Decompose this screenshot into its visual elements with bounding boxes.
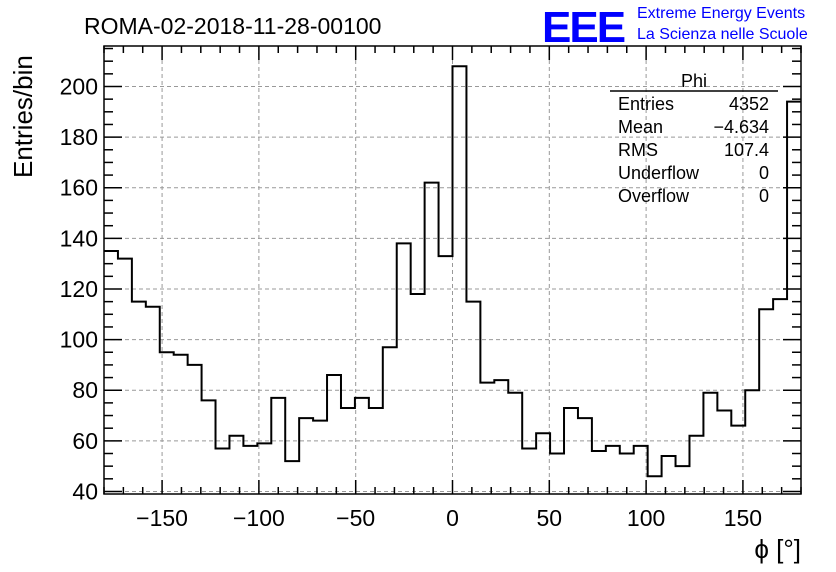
- x-tick-label: −100: [233, 505, 285, 531]
- x-tick-label: 0: [446, 505, 459, 531]
- y-tick-label: 160: [60, 175, 98, 201]
- chart-title: ROMA-02-2018-11-28-00100: [84, 13, 381, 39]
- y-tick-label: 40: [72, 478, 98, 504]
- stats-row-value: 4352: [729, 94, 769, 114]
- stats-row-label: Overflow: [618, 186, 690, 206]
- plot-area: −150 −100 −50 0 50 100 150 40 60 80 100 120 140 160 1…: [60, 45, 802, 531]
- stats-box: Phi Entries 4352 Mean −4.634 RMS 107.4 Underfl…: [610, 71, 778, 206]
- y-tick-label: 80: [72, 377, 98, 403]
- stats-row-label: Underflow: [618, 163, 700, 183]
- stats-box-title: Phi: [681, 71, 707, 91]
- logo-line-2: La Scienza nelle Scuole: [637, 26, 808, 43]
- stats-row-label: RMS: [618, 140, 658, 160]
- stats-row-value: 107.4: [724, 140, 769, 160]
- histogram-outline: [104, 65, 801, 478]
- y-tick-label: 200: [60, 73, 98, 99]
- y-tick-label: 100: [60, 327, 98, 353]
- stats-row-value: 0: [759, 186, 769, 206]
- eee-logo: EEE Extreme Energy Events La Scienza nel…: [542, 3, 808, 52]
- stats-row-value: −4.634: [713, 117, 769, 137]
- logo-line-1: Extreme Energy Events: [637, 5, 805, 22]
- x-tick-label: −150: [136, 505, 188, 531]
- y-tick-label: 140: [60, 225, 98, 251]
- grid-lines: [104, 46, 801, 494]
- y-tick-label: 120: [60, 276, 98, 302]
- logo-text: EEE: [542, 3, 625, 52]
- stats-row-value: 0: [759, 163, 769, 183]
- y-tick-labels: 40 60 80 100 120 140 160 180 200: [60, 73, 98, 504]
- axis-ticks: [103, 46, 802, 494]
- x-tick-label: 100: [627, 505, 665, 531]
- y-tick-label: 60: [72, 428, 98, 454]
- y-axis-label: Entries/bin: [8, 55, 38, 178]
- x-tick-label: 50: [537, 505, 563, 531]
- y-tick-label: 180: [60, 124, 98, 150]
- x-tick-labels: −150 −100 −50 0 50 100 150: [136, 505, 762, 531]
- stats-row-label: Mean: [618, 117, 663, 137]
- x-axis-label: ϕ [°]: [754, 534, 801, 564]
- x-tick-label: −50: [336, 505, 375, 531]
- x-tick-label: 150: [724, 505, 762, 531]
- stats-row-label: Entries: [618, 94, 674, 114]
